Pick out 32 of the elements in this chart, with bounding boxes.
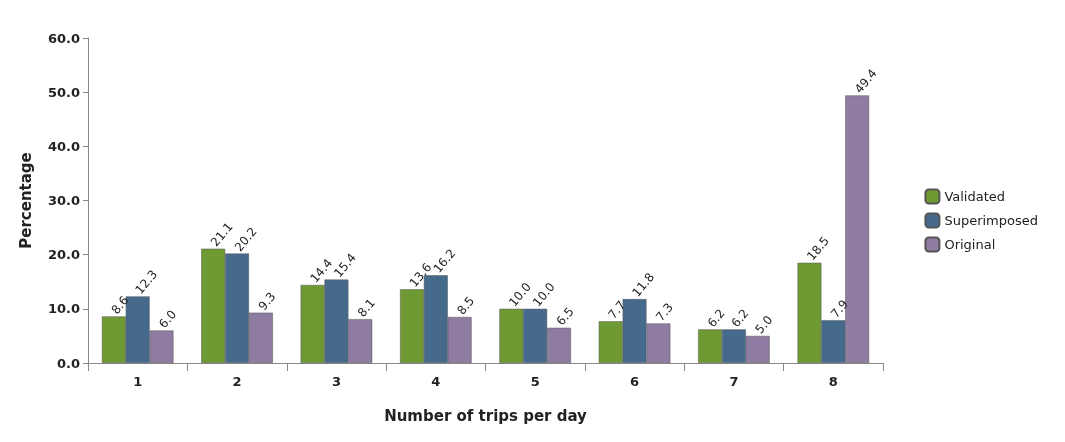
y-tick-label: 50.0 xyxy=(47,84,80,100)
data-label: 6.5 xyxy=(553,304,577,329)
data-label: 8.6 xyxy=(108,293,132,317)
data-label: 8.1 xyxy=(354,296,378,320)
legend-label: Superimposed xyxy=(944,213,1038,228)
legend-label: Original xyxy=(944,237,996,252)
data-label: 7.7 xyxy=(605,298,629,322)
x-tick-label: 5 xyxy=(530,374,540,389)
x-tick-label: 1 xyxy=(133,374,143,389)
y-tick-label: 10.0 xyxy=(47,301,80,317)
legend-label: Validated xyxy=(944,189,1006,204)
x-tick-label: 3 xyxy=(331,374,341,389)
data-label: 7.3 xyxy=(653,300,677,324)
x-tick-label: 6 xyxy=(630,374,640,389)
data-label: 6.2 xyxy=(728,306,752,330)
data-label: 6.0 xyxy=(156,307,180,331)
x-axis-title: Number of trips per day xyxy=(384,406,588,425)
y-tick-label: 20.0 xyxy=(47,247,80,263)
data-label: 8.5 xyxy=(454,293,478,318)
data-label: 6.2 xyxy=(704,306,728,330)
data-label: 5.0 xyxy=(752,312,776,337)
data-label: 7.9 xyxy=(827,297,851,321)
x-tick-label: 4 xyxy=(431,374,441,389)
data-label: 9.3 xyxy=(255,289,279,314)
y-tick-label: 60.0 xyxy=(47,30,80,46)
y-tick-label: 40.0 xyxy=(47,138,80,154)
y-axis-title: Percentage xyxy=(16,152,35,249)
y-tick-label: 30.0 xyxy=(47,193,80,208)
x-tick-label: 2 xyxy=(232,374,242,389)
y-tick-label: 0.0 xyxy=(56,355,80,371)
x-tick-label: 8 xyxy=(828,374,838,389)
x-tick-label: 7 xyxy=(729,374,739,389)
